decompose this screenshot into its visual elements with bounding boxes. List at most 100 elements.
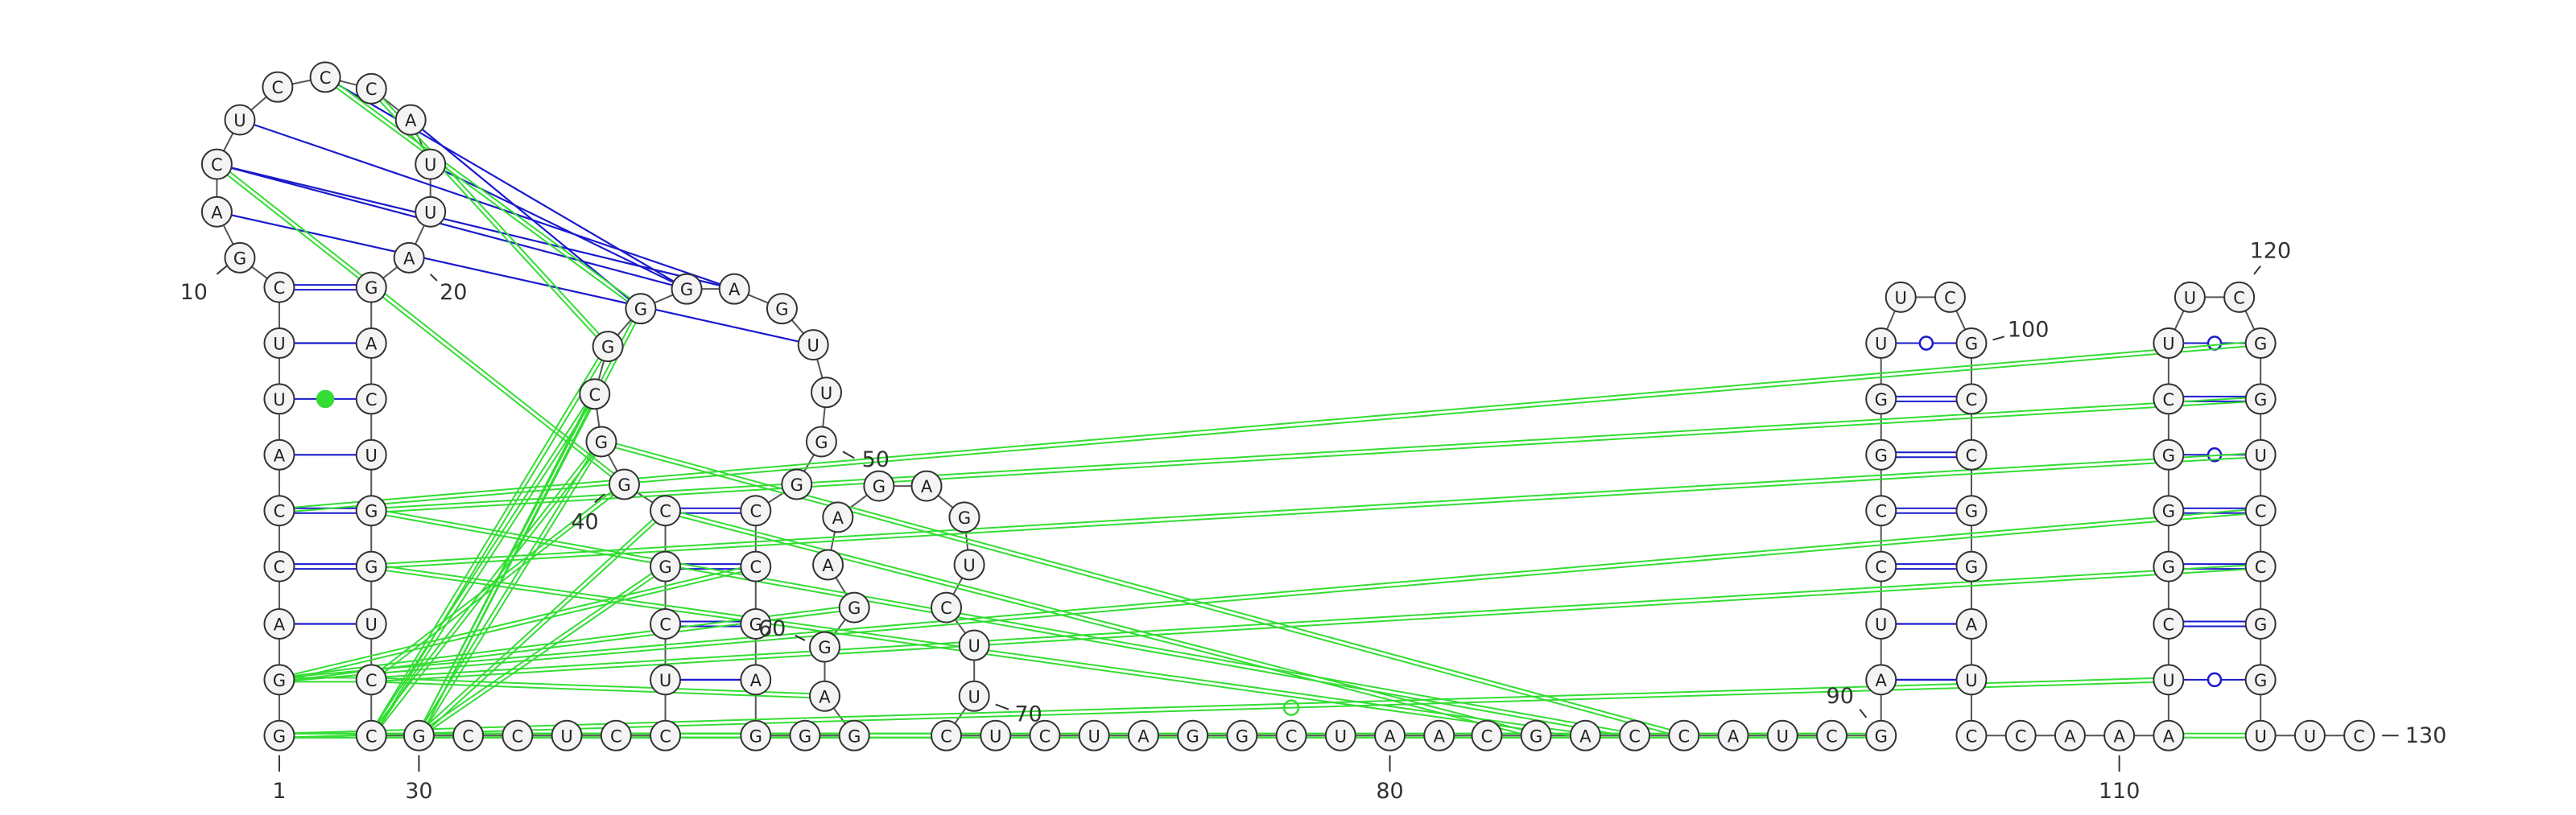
- nucleotide-circle: [355, 719, 387, 751]
- nucleotide-circle: [2293, 719, 2326, 751]
- nucleotide-label: C: [2015, 727, 2027, 746]
- nucleotide-circle: [2153, 664, 2185, 696]
- nucleotide-circle: [980, 719, 1012, 751]
- nucleotide-label: G: [680, 280, 693, 299]
- nucleotide-circle: [355, 664, 387, 696]
- nucleotide-circle: [2153, 327, 2185, 360]
- nucleotide-circle: [805, 426, 837, 458]
- nucleotide-label: G: [1530, 727, 1542, 746]
- nucleotide-circle: [1885, 281, 1917, 313]
- bond-line: [325, 75, 642, 308]
- nucleotide-label: A: [211, 203, 223, 222]
- nucleotide-label: G: [365, 558, 378, 577]
- nucleotide-label: C: [1039, 727, 1051, 746]
- nucleotide-label: U: [2254, 727, 2266, 746]
- nucleotide-circle: [355, 495, 387, 527]
- nucleotide-circle: [1029, 719, 1061, 751]
- bond-line: [217, 163, 735, 290]
- nucleotide-label: G: [2162, 502, 2175, 521]
- number-tick: [2253, 265, 2261, 275]
- nucleotide-label: C: [1966, 727, 1978, 746]
- nucleotide-label: U: [963, 556, 975, 575]
- nucleotide-circle: [263, 271, 295, 303]
- position-number: 30: [405, 779, 432, 804]
- nucleotide-circle: [502, 719, 534, 751]
- nucleotide-circle: [355, 327, 387, 360]
- nucleotide-circle: [822, 501, 854, 533]
- nucleotide-circle: [1865, 327, 1897, 360]
- nucleotide-label: C: [274, 558, 286, 577]
- nucleotide-circle: [263, 550, 295, 582]
- bonds: [215, 75, 2359, 739]
- nucleotide-label: U: [659, 671, 671, 690]
- nucleotide-label: G: [233, 249, 246, 268]
- nucleotide-label: U: [1965, 671, 1977, 690]
- nucleotide-circle: [355, 438, 387, 471]
- nucleotide-circle: [740, 550, 772, 582]
- bond-line: [372, 347, 611, 738]
- nucleotide-label: C: [610, 727, 622, 746]
- nucleotide-label: G: [1236, 727, 1249, 746]
- nucleotide-label: G: [848, 727, 861, 746]
- position-number: 120: [2250, 239, 2292, 264]
- number-tick: [429, 274, 438, 282]
- nucleotide-label: C: [1875, 502, 1887, 521]
- nucleotide-circle: [2103, 719, 2136, 751]
- nucleotide-circle: [863, 470, 895, 502]
- nucleotide-circle: [592, 331, 624, 363]
- nucleotide-circle: [355, 608, 387, 640]
- nucleotide-circle: [2343, 719, 2376, 751]
- bond-line: [279, 563, 756, 679]
- nucleotide-label: G: [749, 727, 762, 746]
- nucleotide-label: C: [320, 68, 332, 88]
- nucleotide-circle: [1865, 383, 1897, 415]
- nucleotide-circle: [224, 241, 256, 274]
- nucleotide-circle: [224, 104, 256, 136]
- bond-line: [279, 512, 2261, 683]
- nucleotide-circle: [2244, 664, 2277, 696]
- pair-symbol: [316, 389, 335, 409]
- nucleotide-label: A: [2113, 727, 2125, 746]
- nucleotide-circle: [263, 608, 295, 640]
- bond-line: [324, 76, 687, 290]
- nucleotide-label: G: [799, 727, 811, 746]
- nucleotide-label: A: [403, 249, 415, 268]
- nucleotide-circle: [1374, 719, 1406, 751]
- position-number: 80: [1376, 779, 1403, 804]
- nucleotide-label: C: [749, 502, 762, 521]
- nucleotide-label: G: [873, 477, 886, 496]
- nucleotide-label: A: [1434, 727, 1446, 746]
- nucleotide-circle: [1423, 719, 1455, 751]
- nucleotide-label: A: [365, 335, 378, 354]
- nucleotide-circle: [394, 104, 427, 136]
- nucleotide-label: A: [2064, 727, 2076, 746]
- nucleotide-label: C: [940, 599, 952, 618]
- nucleotide-label: U: [560, 727, 572, 746]
- nucleotide-circle: [812, 549, 844, 581]
- nucleotide-label: U: [233, 111, 246, 130]
- nucleotide-circle: [2244, 383, 2277, 415]
- nucleotide-label: G: [1875, 390, 1888, 410]
- nucleotide-circle: [838, 591, 870, 624]
- nucleotide-circle: [1955, 495, 1988, 527]
- bond-line: [371, 451, 2261, 566]
- nucleotide-circle: [2054, 719, 2086, 751]
- bond-line: [371, 567, 2261, 683]
- nucleotide-circle: [781, 468, 813, 500]
- nucleotide-circle: [671, 273, 703, 305]
- nucleotide-label: U: [807, 336, 819, 356]
- pair-symbol: [1282, 699, 1300, 716]
- nucleotide-circle: [1619, 719, 1651, 751]
- nucleotide-circle: [1471, 719, 1503, 751]
- nucleotide-circle: [1865, 664, 1897, 696]
- nucleotide-circle: [953, 549, 985, 581]
- nucleotide-circle: [808, 631, 840, 663]
- nucleotide-label: G: [273, 727, 286, 746]
- bond-line: [371, 563, 2261, 679]
- nucleotide-label: C: [1286, 727, 1298, 746]
- nucleotide-label: A: [274, 446, 286, 465]
- nucleotide-label: C: [1966, 390, 1978, 410]
- nucleotide-label: C: [1944, 288, 1956, 307]
- nucleotide-circle: [1275, 719, 1307, 751]
- position-number: 10: [180, 280, 208, 305]
